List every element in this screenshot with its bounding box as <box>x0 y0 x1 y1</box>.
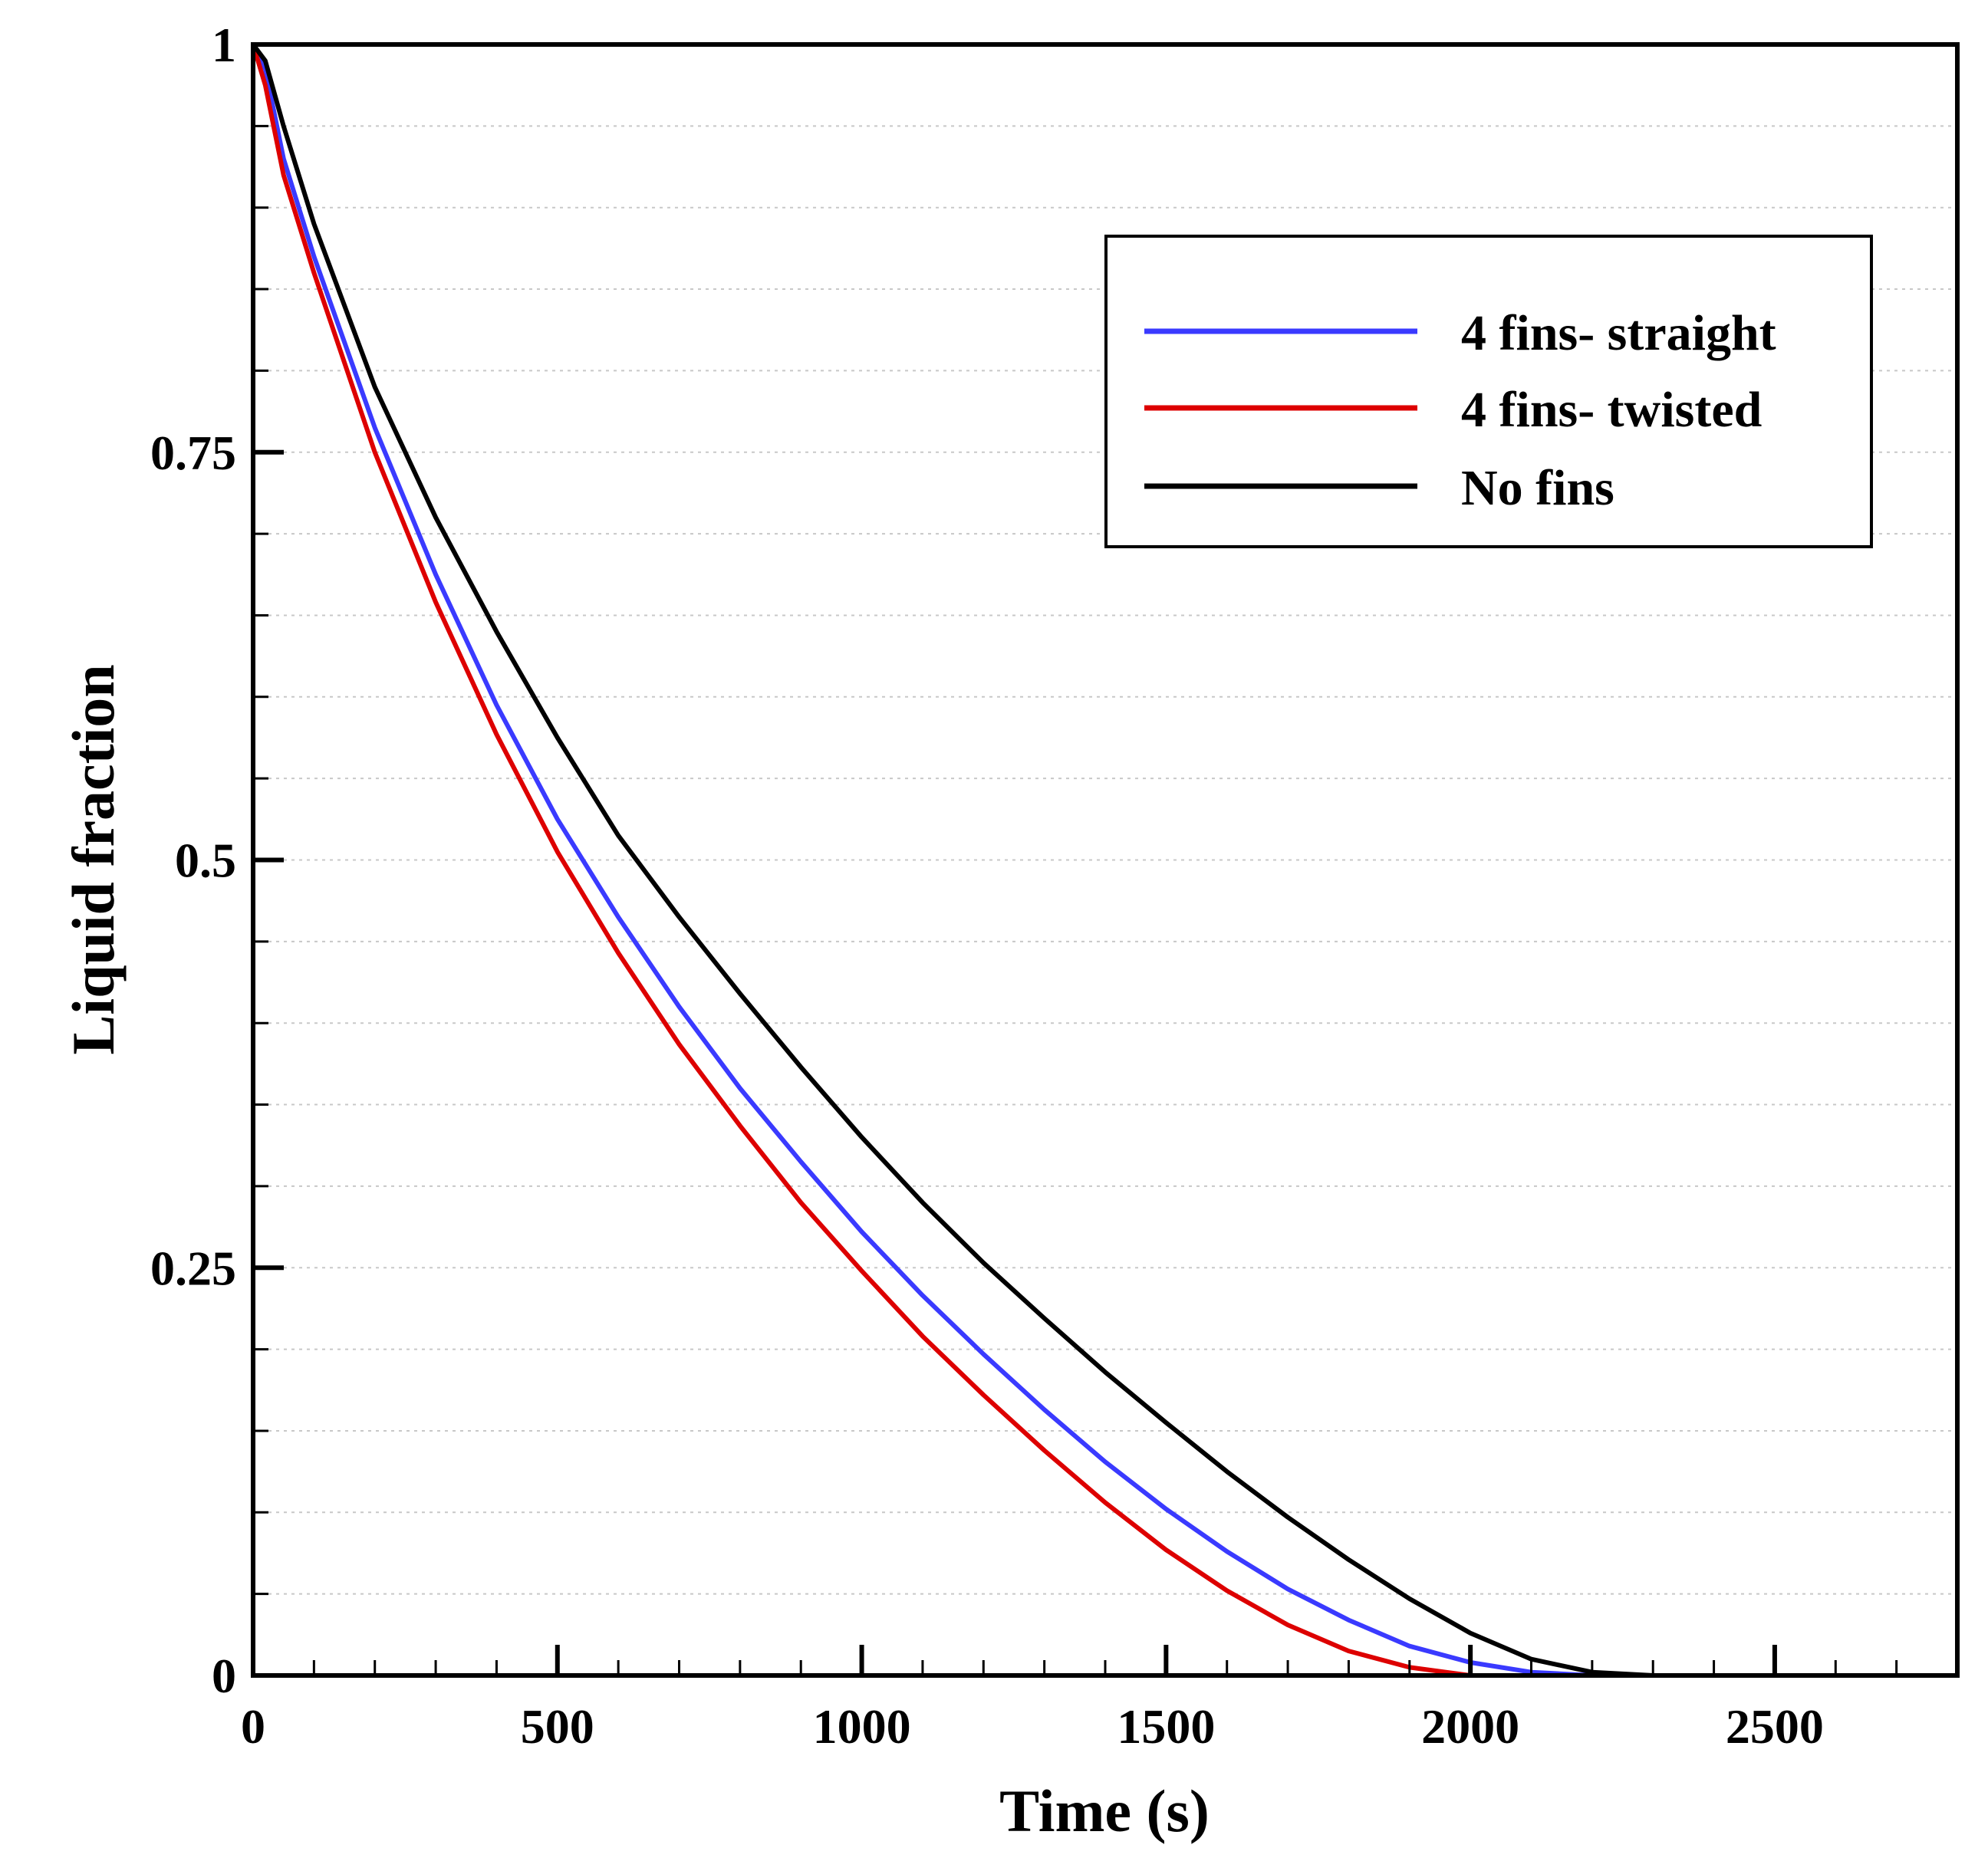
x-tick-label: 1000 <box>813 1699 911 1754</box>
axis-ticks <box>251 42 1959 1678</box>
x-tick-label: 2000 <box>1421 1699 1519 1754</box>
y-tick-label: 0.25 <box>150 1241 236 1295</box>
y-tick-label: 0 <box>212 1649 236 1703</box>
y-tick-label: 1 <box>212 18 236 72</box>
series-lines <box>251 42 1960 1678</box>
series-line-4-fins-straight <box>251 42 1960 1678</box>
x-tick-label: 500 <box>521 1699 594 1754</box>
legend-label-4-fins-straight: 4 fins- straight <box>1461 305 1776 361</box>
x-tick-label: 0 <box>241 1699 265 1754</box>
x-tick-label: 1500 <box>1117 1699 1215 1754</box>
series-line-4-fins-twisted <box>251 42 1960 1678</box>
tick-labels: 0 0.25 0.5 0.75 1 0 500 1000 1500 2000 2500 <box>150 18 1824 1754</box>
series-line-no-fins <box>251 42 1960 1678</box>
y-axis-title: Liquid fraction <box>60 664 127 1054</box>
x-tick-label: 2500 <box>1726 1699 1824 1754</box>
legend-box <box>1104 235 1873 548</box>
x-axis-title: Time (s) <box>999 1777 1210 1844</box>
y-tick-label: 0.75 <box>150 426 236 480</box>
legend-label-4-fins-twisted: 4 fins- twisted <box>1461 382 1762 438</box>
y-tick-label: 0.5 <box>175 834 236 888</box>
legend: 4 fins- straight 4 fins- twisted No fins <box>1104 235 1873 548</box>
legend-label-no-fins: No fins <box>1461 460 1614 516</box>
